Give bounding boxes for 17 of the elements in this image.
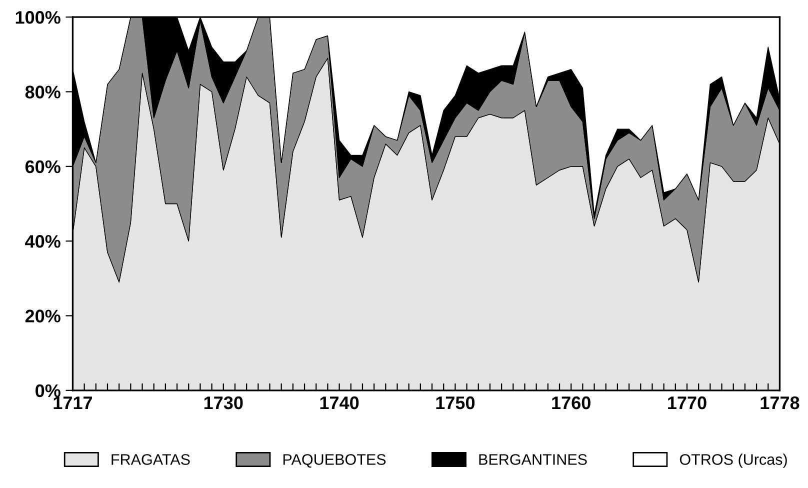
x-tick-label: 1778 xyxy=(760,396,800,410)
x-tick-label: 1760 xyxy=(552,396,590,410)
legend-label: BERGANTINES xyxy=(479,454,587,465)
x-tick-label: 1770 xyxy=(668,396,706,410)
legend-label: PAQUEBOTES xyxy=(283,454,386,468)
legend-label: OTROS (Urcas) xyxy=(680,454,787,468)
x-tick-label: 1750 xyxy=(436,396,475,410)
x-tick-label: 1740 xyxy=(320,396,359,410)
y-tick-label: 80% xyxy=(25,86,60,98)
y-tick-label: 20% xyxy=(25,310,60,322)
y-tick-label: 40% xyxy=(25,235,60,248)
y-tick-label: 0% xyxy=(36,384,60,398)
y-tick-label: 100% xyxy=(16,11,60,24)
x-tick-label: 1730 xyxy=(204,396,243,410)
y-tick-label: 60% xyxy=(25,160,60,174)
legend-label: FRAGATAS xyxy=(112,454,190,465)
x-tick-label: 1717 xyxy=(54,396,92,410)
